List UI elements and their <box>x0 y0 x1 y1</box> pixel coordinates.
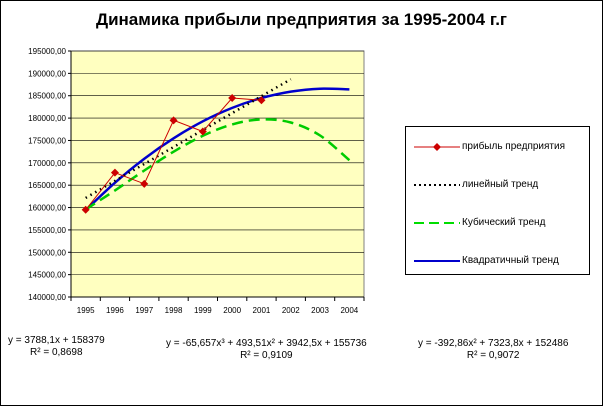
legend: прибыль предприятия линейный тренд Кубич… <box>405 126 590 275</box>
y-tick-label: 180000,00 <box>28 114 66 123</box>
x-tick-label: 2004 <box>340 306 358 315</box>
x-tick-label: 1999 <box>194 306 212 315</box>
x-tick-label: 2002 <box>282 306 300 315</box>
y-tick-label: 185000,00 <box>28 92 66 101</box>
equation-quadratic-r2: R² = 0,9072 <box>466 350 520 361</box>
y-tick-label: 160000,00 <box>28 204 66 213</box>
legend-label-linear: линейный тренд <box>462 179 539 190</box>
legend-swatch-linear <box>414 184 460 186</box>
series-cubic-trend-line <box>85 118 351 211</box>
equation-cubic-text: y = -65,657x³ + 493,51x² + 3942,5x + 155… <box>166 338 367 349</box>
equation-linear: y = 3788,1x + 158379 R² = 0,8698 <box>8 335 105 359</box>
legend-swatch-profit <box>414 143 460 151</box>
data-point-marker <box>228 93 237 102</box>
legend-swatch-quadratic <box>414 260 460 262</box>
legend-label-quadratic: Квадратичный тренд <box>462 255 559 266</box>
y-tick-label: 165000,00 <box>28 181 66 190</box>
y-tick-label: 145000,00 <box>28 271 66 280</box>
x-tick-label: 2000 <box>223 306 241 315</box>
equation-cubic: y = -65,657x³ + 493,51x² + 3942,5x + 155… <box>166 338 367 362</box>
data-point-marker <box>257 96 266 105</box>
legend-item-linear: линейный тренд <box>406 175 589 195</box>
equation-cubic-r2: R² = 0,9109 <box>240 350 293 361</box>
y-tick-label: 175000,00 <box>28 136 66 145</box>
y-tick-label: 170000,00 <box>28 159 66 168</box>
legend-item-cubic: Кубический тренд <box>406 213 589 233</box>
series-group <box>81 78 351 214</box>
y-tick-label: 150000,00 <box>28 248 66 257</box>
legend-swatch-cubic <box>414 222 460 224</box>
chart-title: Динамика прибыли предприятия за 1995-200… <box>95 10 508 29</box>
x-tick-label: 1997 <box>135 306 153 315</box>
equation-quadratic: y = -392,86x² + 7323,8x + 152486 R² = 0,… <box>418 338 568 362</box>
legend-item-profit: прибыль предприятия <box>406 137 589 157</box>
data-point-marker <box>169 116 178 125</box>
x-tick-label: 1996 <box>106 306 124 315</box>
legend-label-cubic: Кубический тренд <box>462 217 546 228</box>
data-point-marker <box>81 205 90 214</box>
legend-label-profit: прибыль предприятия <box>462 141 566 152</box>
legend-item-quadratic: Квадратичный тренд <box>406 251 589 271</box>
data-point-marker <box>110 168 119 177</box>
y-tick-label: 155000,00 <box>28 226 66 235</box>
x-tick-label: 2003 <box>311 306 329 315</box>
x-tick-label: 1998 <box>165 306 183 315</box>
x-tick-label: 1995 <box>77 306 95 315</box>
x-axis: 1995 1996 1997 1998 1999 2000 2001 2002 2003 2004 <box>70 296 365 315</box>
equation-linear-r2: R² = 0,8698 <box>30 347 83 358</box>
y-axis: 140000,00 145000,00 150000,00 155000,00 1600… <box>28 47 72 302</box>
equation-quadratic-text: y = -392,86x² + 7323,8x + 152486 <box>418 338 569 349</box>
data-point-marker <box>140 179 149 188</box>
data-point-marker <box>198 127 207 136</box>
y-tick-label: 195000,00 <box>28 47 66 56</box>
equation-linear-text: y = 3788,1x + 158379 <box>8 335 105 346</box>
y-tick-label: 140000,00 <box>28 293 66 302</box>
y-tick-label: 190000,00 <box>28 69 66 78</box>
x-tick-label: 2001 <box>253 306 271 315</box>
